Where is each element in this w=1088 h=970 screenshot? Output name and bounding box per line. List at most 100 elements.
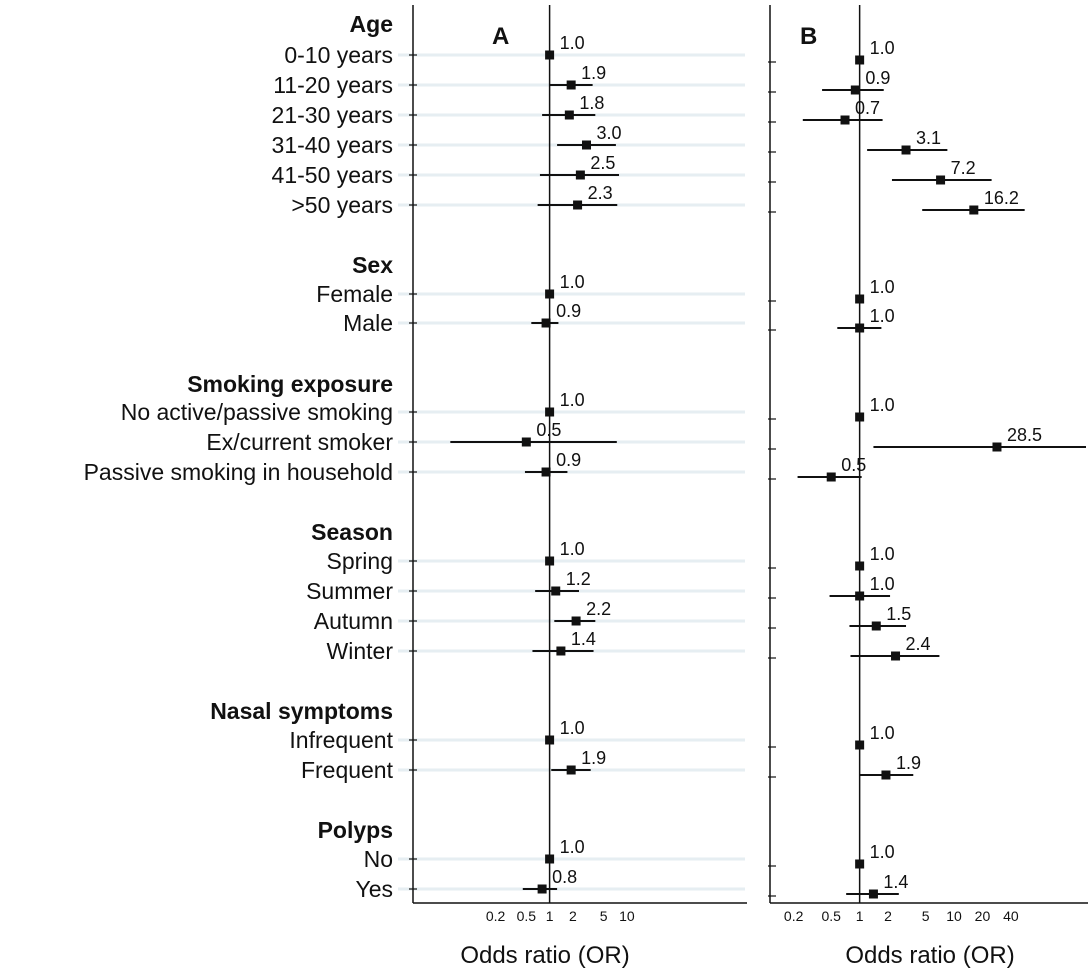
or-value-label: 1.4 [883, 872, 908, 892]
x-tick-label: 2 [569, 908, 577, 924]
estimate-yes: 1.4 [768, 872, 908, 899]
or-marker [868, 889, 878, 899]
or-marker [566, 80, 576, 90]
or-value-label: 3.1 [916, 128, 941, 148]
row-label: Infrequent [289, 727, 393, 753]
or-marker [581, 140, 591, 150]
estimate-41-50-years: 7.2 [768, 158, 992, 185]
or-value-label: 0.5 [841, 455, 866, 475]
estimate-female: 1.0 [768, 277, 895, 304]
or-value-label: 0.8 [552, 867, 577, 887]
or-value-label: 1.0 [870, 574, 895, 594]
or-marker [901, 145, 911, 155]
or-marker [936, 175, 946, 185]
row-label: Female [316, 281, 393, 307]
estimate-male: 1.0 [768, 306, 895, 333]
x-axis-title: Odds ratio (OR) [460, 942, 629, 969]
or-value-label: 7.2 [951, 158, 976, 178]
estimate-41-50-years: 2.5 [409, 153, 620, 180]
estimate-yes: 0.8 [409, 867, 577, 894]
section-header: Age [350, 11, 393, 37]
estimate-winter: 1.4 [409, 629, 596, 656]
row-label: Frequent [301, 757, 394, 783]
or-value-label: 2.2 [586, 599, 611, 619]
estimate-31-40-years: 3.1 [768, 128, 948, 155]
or-value-label: 0.9 [865, 68, 890, 88]
or-value-label: 28.5 [1007, 425, 1042, 445]
or-value-label: 1.0 [560, 390, 585, 410]
or-marker [537, 884, 547, 894]
or-marker [855, 294, 865, 304]
row-label: 11-20 years [273, 72, 393, 98]
or-value-label: 1.9 [896, 753, 921, 773]
or-marker [545, 735, 555, 745]
or-value-label: 1.0 [560, 718, 585, 738]
estimate-21-30-years: 1.8 [409, 93, 604, 120]
or-marker [564, 110, 574, 120]
estimate-infrequent: 1.0 [768, 723, 895, 750]
row-label: Spring [327, 548, 393, 574]
x-tick-label: 0.5 [821, 908, 841, 924]
estimate-50-years: 2.3 [409, 183, 618, 210]
estimate-no-active-passive-smoking: 1.0 [409, 390, 585, 417]
row-label: 31-40 years [272, 132, 393, 158]
x-tick-label: 40 [1003, 908, 1019, 924]
panel-label: A [492, 23, 509, 50]
or-value-label: 2.5 [590, 153, 615, 173]
or-marker [840, 115, 850, 125]
or-value-label: 1.2 [566, 569, 591, 589]
row-label: Ex/current smoker [206, 429, 393, 455]
row-label: >50 years [291, 192, 393, 218]
or-marker [545, 50, 555, 60]
or-value-label: 16.2 [984, 188, 1019, 208]
or-marker [571, 616, 581, 626]
estimate-0-10-years: 1.0 [768, 38, 895, 65]
x-tick-label: 2 [884, 908, 892, 924]
or-marker [871, 621, 881, 631]
estimate-summer: 1.0 [768, 574, 895, 601]
or-value-label: 1.0 [870, 395, 895, 415]
estimate-frequent: 1.9 [768, 753, 921, 780]
panel-b: B 0.2 0.5 1 2 5 10 20 40 Odds ratio (OR) 1.0 0.9 0.7… [768, 5, 1088, 969]
estimate-spring: 1.0 [768, 544, 895, 571]
row-label: Summer [306, 578, 393, 604]
row-label: Passive smoking in household [84, 459, 393, 485]
or-value-label: 1.0 [560, 837, 585, 857]
estimate-50-years: 16.2 [768, 188, 1025, 215]
estimate-summer: 1.2 [409, 569, 591, 596]
or-marker [545, 407, 555, 417]
or-value-label: 3.0 [596, 123, 621, 143]
x-tick-label: 0.2 [486, 908, 506, 924]
row-label: No active/passive smoking [121, 399, 393, 425]
or-value-label: 2.3 [588, 183, 613, 203]
row-label: Yes [355, 876, 393, 902]
estimate-11-20-years: 0.9 [768, 68, 890, 95]
panel-a: A 0.2 0.5 1 2 5 10 Odds ratio (OR) 1.0 1.9 1.8 3.0 2… [409, 5, 747, 969]
or-marker [855, 740, 865, 750]
x-tick-label: 10 [946, 908, 962, 924]
x-axis-title: Odds ratio (OR) [845, 942, 1014, 969]
x-tick-label: 1 [856, 908, 864, 924]
or-marker [855, 561, 865, 571]
estimate-male: 0.9 [409, 301, 581, 328]
or-marker [969, 205, 979, 215]
or-value-label: 1.0 [560, 272, 585, 292]
x-tick-label: 5 [600, 908, 608, 924]
or-value-label: 0.9 [556, 301, 581, 321]
or-marker [855, 859, 865, 869]
estimate-11-20-years: 1.9 [409, 63, 606, 90]
or-marker [575, 170, 585, 180]
estimate-no-active-passive-smoking: 1.0 [768, 395, 895, 422]
estimate-spring: 1.0 [409, 539, 585, 566]
or-marker [850, 85, 860, 95]
or-marker [545, 854, 555, 864]
x-tick-label: 0.5 [517, 908, 537, 924]
x-tick-label: 10 [619, 908, 635, 924]
or-marker [855, 591, 865, 601]
or-value-label: 0.9 [556, 450, 581, 470]
estimate-21-30-years: 0.7 [768, 98, 883, 125]
or-marker [891, 651, 901, 661]
estimate-autumn: 2.2 [409, 599, 611, 626]
or-marker [855, 412, 865, 422]
